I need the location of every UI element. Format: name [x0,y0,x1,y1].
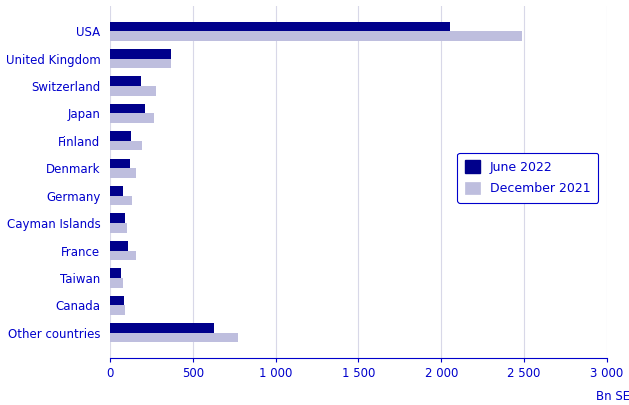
Bar [110,196,131,205]
Bar [110,213,125,223]
Bar [110,333,238,342]
Bar [110,168,136,178]
Bar [110,31,522,41]
Bar [110,305,125,315]
Bar [110,59,171,68]
Bar [110,159,130,168]
Bar [110,131,131,141]
Bar [110,251,136,260]
Bar [110,86,157,96]
Bar [110,241,128,251]
Bar [110,323,214,333]
Bar [110,49,171,59]
Bar [110,104,145,113]
Legend: June 2022, December 2021: June 2022, December 2021 [457,153,598,202]
Bar [110,296,124,305]
Bar [110,278,123,288]
Bar [110,141,142,150]
Bar [110,269,121,278]
X-axis label: Bn SEK: Bn SEK [596,390,629,403]
Bar [110,113,154,123]
Bar [110,223,128,233]
Bar [110,186,123,196]
Bar [110,77,142,86]
Bar [110,21,450,31]
